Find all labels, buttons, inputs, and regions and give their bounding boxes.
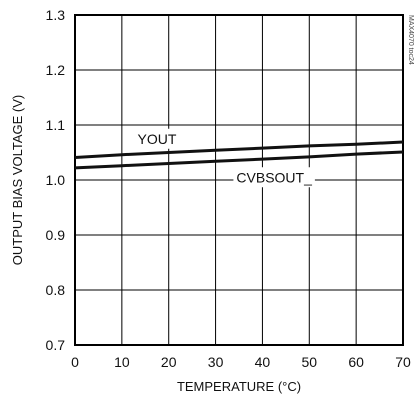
- x-tick-label: 30: [208, 354, 224, 370]
- y-tick-label: 1.0: [46, 172, 66, 188]
- x-axis-title: TEMPERATURE (°C): [177, 379, 301, 394]
- y-tick-label: 0.8: [46, 282, 66, 298]
- series-label-group: CVBSOUT_: [233, 167, 315, 188]
- x-tick-label: 60: [348, 354, 364, 370]
- plot-area-frame: [74, 14, 404, 346]
- series-label: CVBSOUT_: [236, 169, 312, 185]
- x-tick-label: 20: [161, 354, 177, 370]
- series-group: YOUT CVBSOUT_: [74, 128, 404, 188]
- x-tick-label: 10: [114, 354, 130, 370]
- y-tick-label: 0.7: [46, 337, 66, 353]
- series-line-cvbsout: [74, 150, 404, 170]
- y-axis-title: OUTPUT BIAS VOLTAGE (V): [10, 95, 25, 265]
- x-tick-label: 70: [395, 354, 411, 370]
- series-label: YOUT: [138, 131, 177, 147]
- watermark-label: MAX4070 toc24: [407, 15, 414, 65]
- series-label-group: YOUT: [134, 128, 180, 149]
- x-axis-ticks: 0 10 20 30 40 50 60 70: [71, 354, 411, 370]
- y-tick-label: 1.1: [46, 117, 66, 133]
- series-label-background: [134, 128, 180, 149]
- x-tick-label: 50: [301, 354, 317, 370]
- y-tick-label: 0.9: [46, 227, 66, 243]
- x-tick-label: 0: [71, 354, 79, 370]
- y-axis-ticks: 0.7 0.8 0.9 1.0 1.1 1.2 1.3: [46, 7, 66, 353]
- series-line-yout: [74, 140, 404, 159]
- x-tick-label: 40: [255, 354, 271, 370]
- y-tick-label: 1.3: [46, 7, 66, 23]
- series-label-background: [233, 167, 315, 188]
- y-tick-label: 1.2: [46, 62, 66, 78]
